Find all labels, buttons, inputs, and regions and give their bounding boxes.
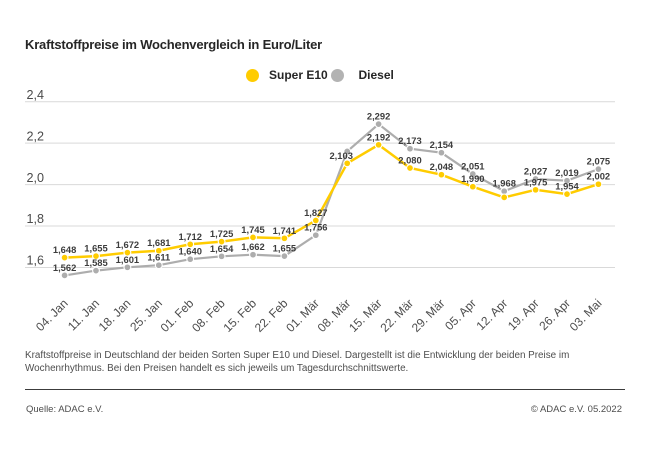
svg-text:2,051: 2,051: [461, 161, 484, 172]
svg-text:1,712: 1,712: [178, 231, 201, 242]
svg-text:1,672: 1,672: [116, 239, 139, 250]
svg-text:11. Jan: 11. Jan: [65, 296, 102, 333]
svg-text:2,002: 2,002: [587, 171, 610, 182]
svg-text:1,741: 1,741: [273, 225, 296, 236]
svg-text:18. Jan: 18. Jan: [96, 296, 134, 334]
svg-text:26. Apr: 26. Apr: [536, 296, 573, 333]
svg-text:12. Apr: 12. Apr: [474, 296, 511, 333]
svg-text:1,654: 1,654: [210, 243, 234, 254]
svg-text:1,601: 1,601: [116, 254, 139, 265]
svg-text:08. Mär: 08. Mär: [315, 296, 354, 335]
svg-text:1,8: 1,8: [27, 212, 45, 226]
svg-text:1,725: 1,725: [210, 228, 233, 239]
svg-text:2,019: 2,019: [555, 167, 578, 178]
svg-text:2,192: 2,192: [367, 131, 390, 142]
svg-text:22. Mär: 22. Mär: [377, 296, 416, 335]
svg-text:04. Jan: 04. Jan: [33, 296, 71, 334]
svg-text:22. Feb: 22. Feb: [252, 296, 291, 335]
svg-text:1,975: 1,975: [524, 176, 547, 187]
svg-text:1,756: 1,756: [304, 222, 327, 233]
svg-text:2,173: 2,173: [398, 135, 421, 146]
svg-text:2,4: 2,4: [27, 88, 45, 102]
svg-text:1,640: 1,640: [178, 246, 201, 257]
svg-text:15. Mär: 15. Mär: [346, 296, 385, 335]
svg-text:2,048: 2,048: [430, 161, 453, 172]
svg-text:2,154: 2,154: [430, 139, 454, 150]
svg-text:2,0: 2,0: [27, 171, 45, 185]
svg-text:1,6: 1,6: [27, 254, 45, 268]
svg-text:1,745: 1,745: [241, 224, 264, 235]
svg-text:2,027: 2,027: [524, 166, 547, 177]
svg-text:1,968: 1,968: [492, 178, 515, 189]
svg-text:01. Feb: 01. Feb: [158, 296, 197, 335]
svg-text:1,611: 1,611: [147, 252, 170, 263]
svg-text:2,2: 2,2: [27, 129, 45, 143]
svg-text:2,103: 2,103: [329, 150, 352, 161]
svg-text:1,990: 1,990: [461, 173, 484, 184]
svg-text:25. Jan: 25. Jan: [127, 296, 165, 334]
svg-text:1,655: 1,655: [84, 243, 107, 254]
svg-text:2,075: 2,075: [587, 156, 610, 167]
svg-text:19. Apr: 19. Apr: [505, 296, 542, 333]
svg-text:03. Mai: 03. Mai: [567, 296, 605, 334]
svg-text:1,648: 1,648: [53, 244, 76, 255]
svg-text:05. Apr: 05. Apr: [442, 296, 479, 333]
svg-text:1,681: 1,681: [147, 237, 170, 248]
svg-text:29. Mär: 29. Mär: [409, 296, 448, 335]
svg-text:15. Feb: 15. Feb: [220, 296, 259, 335]
svg-text:1,954: 1,954: [555, 181, 579, 192]
svg-text:1,827: 1,827: [304, 207, 327, 218]
svg-text:1,655: 1,655: [273, 243, 296, 254]
svg-text:1,662: 1,662: [241, 241, 264, 252]
svg-text:2,292: 2,292: [367, 111, 390, 122]
svg-text:2,080: 2,080: [398, 155, 421, 166]
svg-text:1,562: 1,562: [53, 262, 76, 273]
svg-text:1,585: 1,585: [84, 257, 107, 268]
svg-text:08. Feb: 08. Feb: [189, 296, 228, 335]
svg-text:01. Mär: 01. Mär: [283, 296, 322, 335]
